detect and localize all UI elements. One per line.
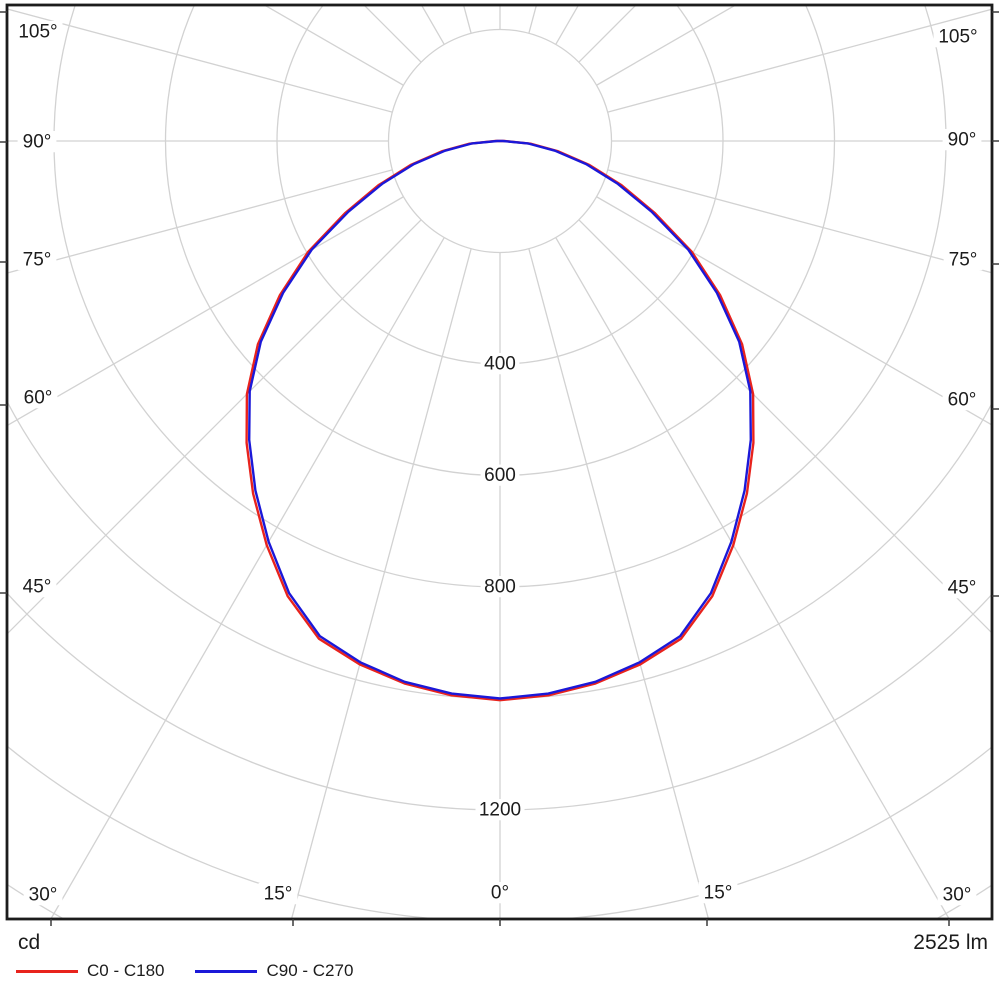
angle-label: 45° xyxy=(948,578,977,599)
curve-c0-c180 xyxy=(245,139,755,702)
angle-label: 75° xyxy=(949,250,978,271)
angle-label: 30° xyxy=(943,885,972,906)
grid-spoke xyxy=(263,5,404,86)
angle-label-bg xyxy=(18,386,58,409)
ring-label: 600 xyxy=(484,465,516,486)
grid-spoke xyxy=(50,237,445,919)
angle-label-bg xyxy=(943,248,983,271)
angle-label: 90° xyxy=(948,130,977,151)
legend-label-c0-c180: C0 - C180 xyxy=(87,961,165,980)
ring-label-bg xyxy=(475,798,525,821)
grid-spoke xyxy=(7,219,422,635)
grid-spoke xyxy=(290,248,472,919)
angle-label-bg xyxy=(942,128,982,151)
ring-label-bg xyxy=(480,464,520,486)
angle-label: 105° xyxy=(938,27,977,48)
ring-label-bg xyxy=(480,575,520,598)
angle-label-bg xyxy=(17,575,57,598)
grid-spoke xyxy=(7,196,404,427)
angle-label: 30° xyxy=(29,885,58,906)
angle-label: 45° xyxy=(23,577,52,598)
legend-swatch-c90-c270 xyxy=(195,969,258,973)
angle-label-bg xyxy=(23,883,63,906)
angle-label: 105° xyxy=(18,22,57,43)
grid-spoke xyxy=(555,237,950,919)
angle-label: 90° xyxy=(23,132,52,153)
angle-label: 15° xyxy=(704,883,733,904)
grid-spoke xyxy=(578,219,992,634)
flux-label: 2525 lm xyxy=(913,931,988,954)
angle-label-bg xyxy=(937,883,977,906)
angle-label-bg xyxy=(485,881,515,904)
angle-label: 0° xyxy=(491,883,509,904)
angle-label: 15° xyxy=(264,884,293,905)
angle-label: 75° xyxy=(23,250,52,271)
angle-label: 60° xyxy=(948,390,977,411)
angle-label-bg xyxy=(698,881,738,904)
grid-spoke xyxy=(528,248,710,919)
angle-label: 60° xyxy=(24,388,53,409)
angle-label-bg xyxy=(942,388,982,411)
legend: C0 - C180 C90 - C270 xyxy=(16,961,353,981)
grid-spoke xyxy=(7,169,393,274)
ring-label: 400 xyxy=(484,354,516,375)
angle-label-bg xyxy=(17,248,57,271)
legend-label-c90-c270: C90 - C270 xyxy=(266,961,354,980)
ring-label: 1200 xyxy=(479,800,521,821)
angle-ticks xyxy=(0,11,999,926)
angle-label-bg xyxy=(258,882,298,905)
grid-spoke xyxy=(596,196,992,426)
angle-label-bg xyxy=(933,25,983,48)
angle-label-bg xyxy=(13,20,63,43)
grid-spoke xyxy=(607,169,992,274)
curve-c90-c270 xyxy=(248,139,752,700)
grid-spoke xyxy=(7,8,393,113)
angle-label-bg xyxy=(17,130,57,153)
ring-label: 800 xyxy=(484,577,516,598)
angle-label-bg xyxy=(942,576,982,599)
curves xyxy=(245,139,755,702)
legend-swatch-c0-c180 xyxy=(16,969,78,973)
ring-label-bg xyxy=(480,352,520,375)
units-label: cd xyxy=(18,931,41,954)
grid-spoke xyxy=(607,8,992,113)
